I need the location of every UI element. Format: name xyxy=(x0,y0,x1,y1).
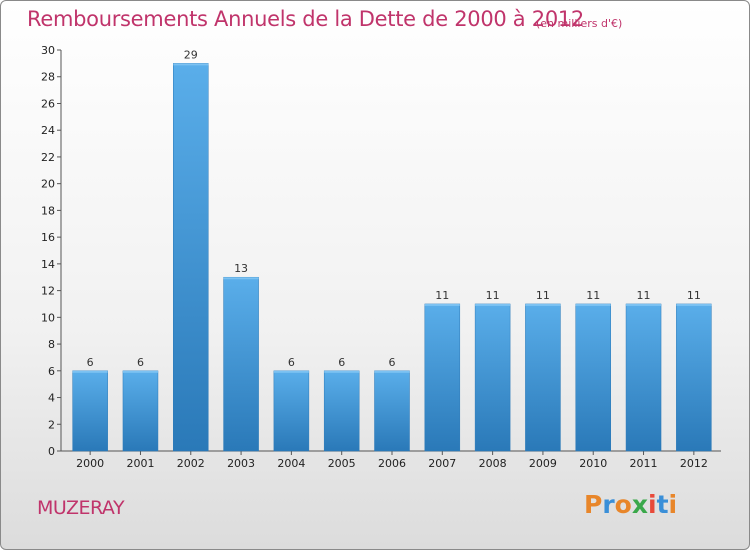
bar-highlight xyxy=(626,303,662,306)
logo-letter: P xyxy=(584,490,603,519)
bar-highlight xyxy=(475,303,511,306)
logo-letter: r xyxy=(602,490,615,519)
bar-highlight xyxy=(173,63,209,66)
x-tick-label: 2005 xyxy=(328,457,356,470)
x-tick-label: 2011 xyxy=(630,457,658,470)
bar xyxy=(424,303,461,452)
data-label: 11 xyxy=(536,289,550,302)
y-tick-label: 22 xyxy=(41,151,55,164)
bar-highlight xyxy=(72,370,108,373)
bar xyxy=(173,63,209,452)
bar-highlight xyxy=(676,303,712,306)
x-tick-label: 2000 xyxy=(76,457,104,470)
x-tick-label: 2010 xyxy=(579,457,607,470)
bar xyxy=(223,276,259,452)
data-label: 6 xyxy=(87,356,94,369)
chart-title: Remboursements Annuels de la Dette de 20… xyxy=(27,7,584,31)
y-tick-label: 24 xyxy=(41,124,55,137)
data-labels: 6 6 29 13 6 6 6 11 11 11 11 11 11 xyxy=(87,48,701,368)
x-tick-label: 2004 xyxy=(277,457,305,470)
data-label: 6 xyxy=(288,356,295,369)
bar xyxy=(374,370,410,452)
bar xyxy=(273,370,310,452)
x-tick-label: 2003 xyxy=(227,457,255,470)
logo-letter: i xyxy=(668,490,678,519)
data-label: 6 xyxy=(338,356,345,369)
bar-highlight xyxy=(575,303,611,306)
y-tick-label: 4 xyxy=(48,392,55,405)
place-name: MUZERAY xyxy=(37,497,125,519)
x-tick-label: 2006 xyxy=(378,457,406,470)
logo-letter: o xyxy=(614,490,632,519)
proxiti-logo: Proxiti xyxy=(584,490,677,519)
bar xyxy=(122,370,159,452)
bar-highlight xyxy=(273,370,309,373)
y-tick-label: 30 xyxy=(41,44,55,57)
bar-highlight xyxy=(324,370,360,373)
data-label: 6 xyxy=(137,356,144,369)
data-label: 11 xyxy=(586,289,600,302)
x-tick-label: 2001 xyxy=(126,457,154,470)
data-label: 29 xyxy=(184,48,198,61)
x-tick-label: 2009 xyxy=(529,457,557,470)
y-tick-label: 0 xyxy=(48,445,55,458)
data-label: 11 xyxy=(687,289,701,302)
data-label: 11 xyxy=(435,289,449,302)
logo-letter: t xyxy=(656,490,669,519)
bar xyxy=(72,370,108,452)
bars xyxy=(72,63,712,452)
data-label: 6 xyxy=(389,356,396,369)
y-tick-label: 12 xyxy=(41,285,55,298)
y-tick-label: 6 xyxy=(48,365,55,378)
y-tick-label: 16 xyxy=(41,231,55,244)
y-tick-label: 20 xyxy=(41,178,55,191)
bar-highlight xyxy=(424,303,460,306)
bar xyxy=(625,303,662,452)
unit-note: (en milliers d'€) xyxy=(536,17,623,30)
bar-highlight xyxy=(122,370,158,373)
bar xyxy=(474,303,511,452)
logo-letter: x xyxy=(631,490,648,519)
data-label: 13 xyxy=(234,262,248,275)
data-label: 11 xyxy=(486,289,500,302)
y-tick-label: 10 xyxy=(41,311,55,324)
y-tick-label: 8 xyxy=(48,338,55,351)
bar xyxy=(676,303,712,452)
y-tick-label: 18 xyxy=(41,204,55,217)
x-tick-label: 2007 xyxy=(428,457,456,470)
bar-highlight xyxy=(223,277,259,280)
y-tick-label: 26 xyxy=(41,97,55,110)
y-tick-label: 28 xyxy=(41,71,55,84)
bar xyxy=(575,303,611,452)
x-tick-label: 2012 xyxy=(680,457,708,470)
bar-highlight xyxy=(525,303,561,306)
data-label: 11 xyxy=(637,289,651,302)
bar-highlight xyxy=(374,370,410,373)
bar xyxy=(525,303,561,452)
y-tick-label: 2 xyxy=(48,418,55,431)
bar xyxy=(323,370,360,452)
x-tick-label: 2008 xyxy=(479,457,507,470)
y-tick-label: 14 xyxy=(41,258,55,271)
logo-letter: i xyxy=(648,490,657,519)
x-tick-label: 2002 xyxy=(177,457,205,470)
